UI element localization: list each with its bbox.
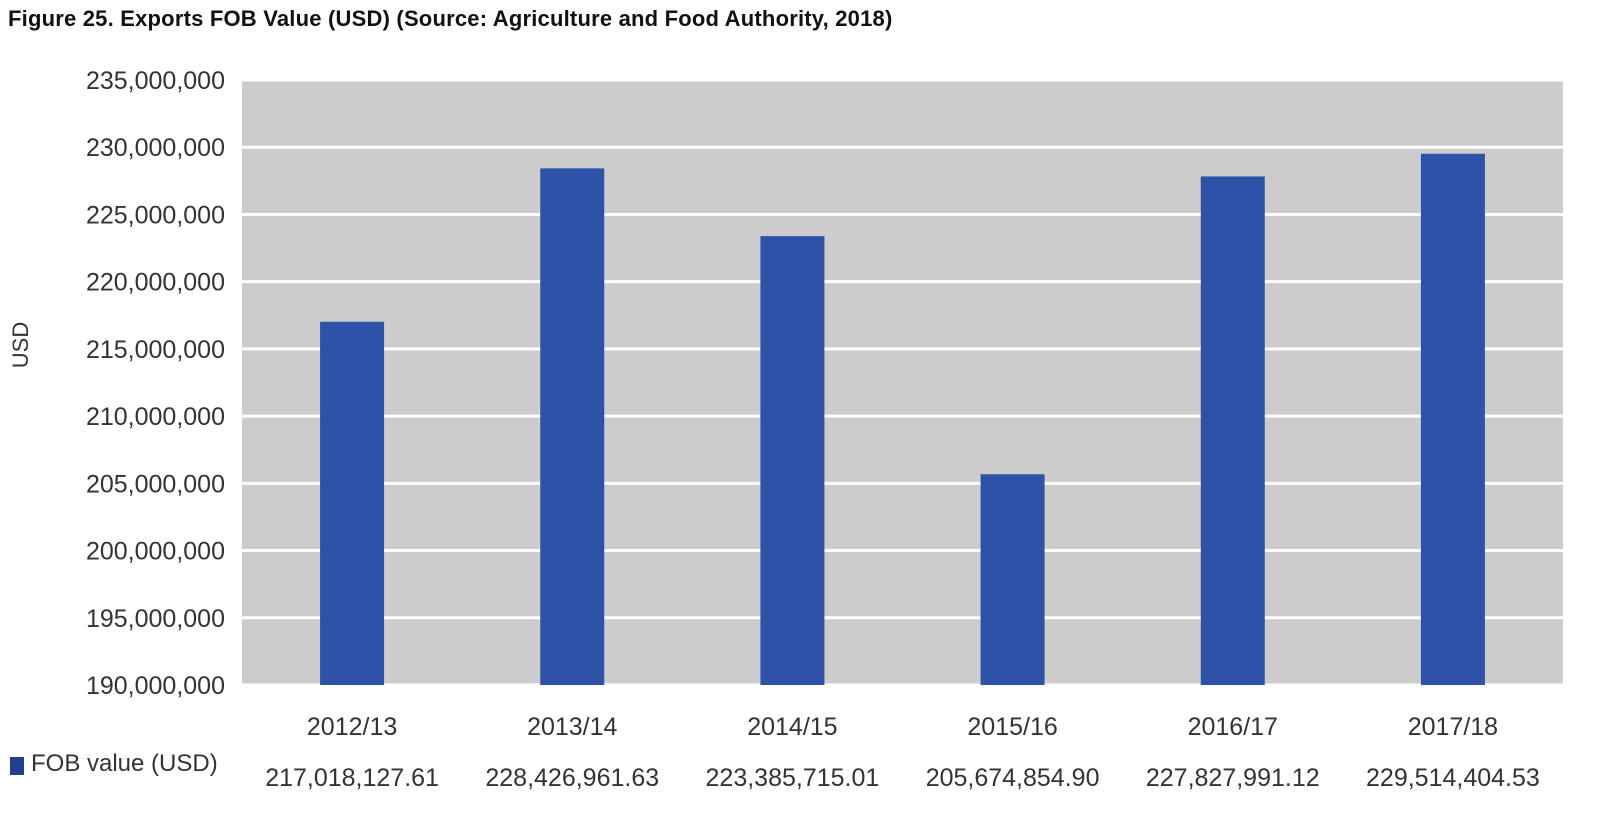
legend-swatch xyxy=(10,757,24,775)
data-table-value: 217,018,127.61 xyxy=(265,764,439,792)
y-tick-label: 220,000,000 xyxy=(86,269,225,297)
chart-title: Figure 25. Exports FOB Value (USD) (Sour… xyxy=(8,6,893,31)
data-table-value: 205,674,854.90 xyxy=(926,764,1100,792)
y-tick-label: 210,000,000 xyxy=(86,403,225,431)
y-tick-label: 200,000,000 xyxy=(86,538,225,566)
x-category-label: 2013/14 xyxy=(527,713,617,741)
data-table-value: 223,385,715.01 xyxy=(706,764,880,792)
bar xyxy=(1200,176,1265,685)
y-tick-label: 190,000,000 xyxy=(86,672,225,700)
data-table-value: 229,514,404.53 xyxy=(1366,764,1540,792)
legend-label: FOB value (USD) xyxy=(31,750,218,777)
x-category-label: 2016/17 xyxy=(1188,713,1278,741)
y-tick-label: 195,000,000 xyxy=(86,605,225,633)
plot-area xyxy=(242,80,1563,685)
y-tick-label: 225,000,000 xyxy=(86,201,225,229)
x-category-label: 2015/16 xyxy=(967,713,1057,741)
y-axis-label: USD xyxy=(8,322,33,368)
bar xyxy=(320,321,385,685)
bar xyxy=(1420,153,1485,685)
x-category-label: 2012/13 xyxy=(307,713,397,741)
bar xyxy=(980,474,1045,685)
y-tick-label: 235,000,000 xyxy=(86,67,225,95)
data-table-value: 227,827,991.12 xyxy=(1146,764,1320,792)
x-category-label: 2017/18 xyxy=(1408,713,1498,741)
y-tick-label: 230,000,000 xyxy=(86,134,225,162)
bar xyxy=(760,236,825,685)
y-tick-label: 205,000,000 xyxy=(86,470,225,498)
x-category-label: 2014/15 xyxy=(747,713,837,741)
bar xyxy=(540,168,605,685)
y-tick-label: 215,000,000 xyxy=(86,336,225,364)
data-table-value: 228,426,961.63 xyxy=(485,764,659,792)
